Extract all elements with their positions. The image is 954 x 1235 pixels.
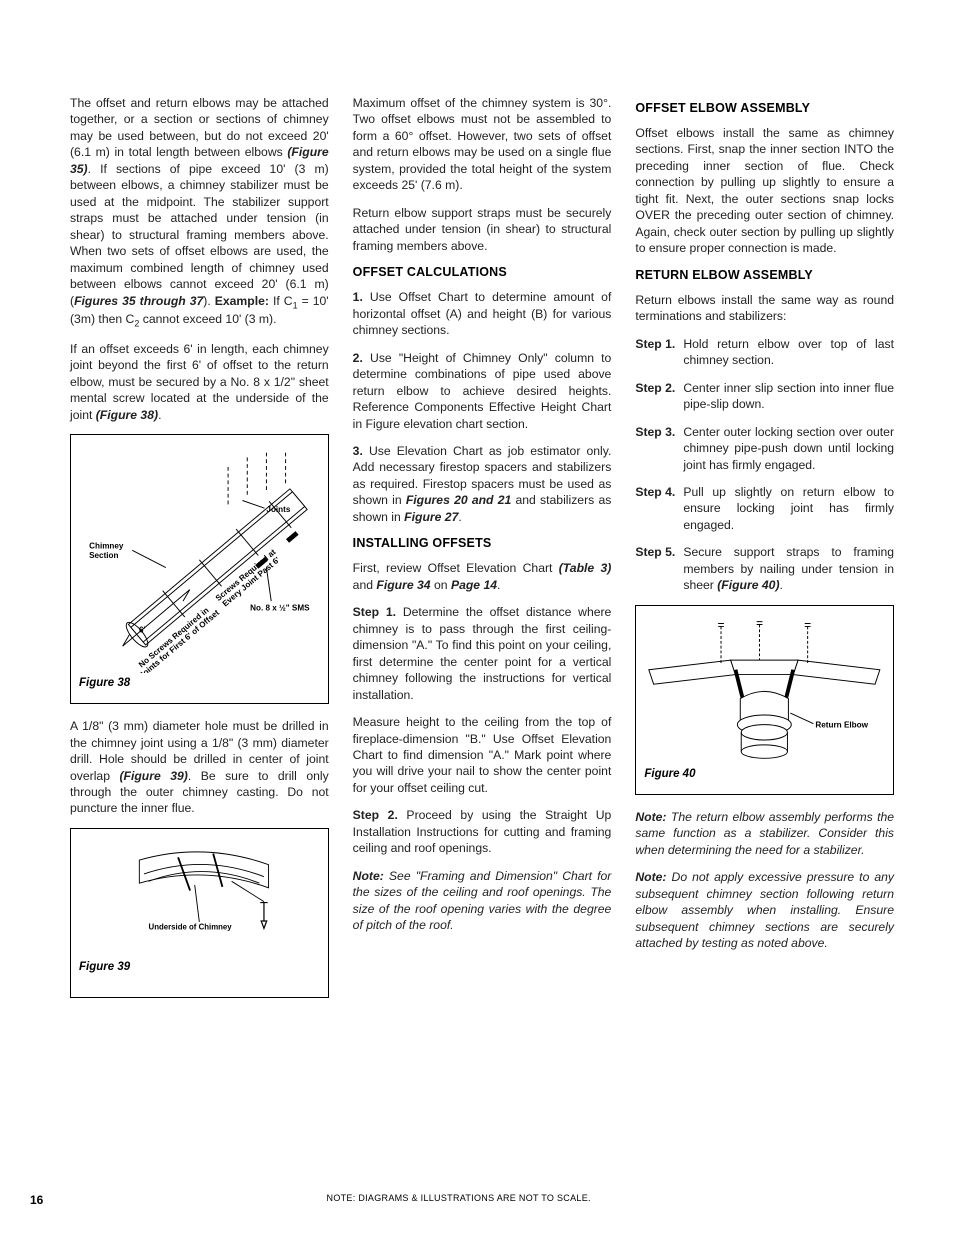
page-footer: 16 NOTE: DIAGRAMS & ILLUSTRATIONS ARE NO… — [0, 1193, 954, 1207]
calc-1: 1. Use Offset Chart to determine amount … — [353, 289, 612, 338]
svg-text:Joints: Joints — [266, 505, 290, 514]
heading-offset-calc: OFFSET CALCULATIONS — [353, 265, 612, 279]
return-step-2: Step 2.Center inner slip section into in… — [635, 380, 894, 413]
footer-note: NOTE: DIAGRAMS & ILLUSTRATIONS ARE NOT T… — [327, 1193, 591, 1207]
svg-text:No. 8 x ½" SMS: No. 8 x ½" SMS — [250, 604, 310, 613]
return-elbow-intro: Return elbows install the same way as ro… — [635, 292, 894, 325]
col1-para3: A 1/8" (3 mm) diameter hole must be dril… — [70, 718, 329, 817]
col1-para2: If an offset exceeds 6' in length, each … — [70, 341, 329, 423]
calc-2: 2. Use "Height of Chimney Only" column t… — [353, 350, 612, 432]
page-columns: The offset and return elbows may be atta… — [70, 95, 894, 1012]
column-3: OFFSET ELBOW ASSEMBLY Offset elbows inst… — [635, 95, 894, 1012]
return-note-2: Note: Do not apply excessive pressure to… — [635, 869, 894, 951]
install-step2: Step 2. Proceed by using the Straight Up… — [353, 807, 612, 856]
figure-38-svg: Joints ChimneySection 6' No. 8 x ½" SMS … — [79, 443, 320, 673]
col2-p1: Maximum offset of the chimney system is … — [353, 95, 612, 194]
svg-text:Return Elbow: Return Elbow — [816, 720, 869, 729]
install-step1: Step 1. Determine the offset distance wh… — [353, 604, 612, 703]
svg-text:ChimneySection: ChimneySection — [89, 542, 124, 561]
figure-39-label: Figure 39 — [79, 961, 320, 973]
figure-38-label: Figure 38 — [79, 677, 320, 689]
offset-elbow-para: Offset elbows install the same as chimne… — [635, 125, 894, 257]
return-step-3: Step 3.Center outer locking section over… — [635, 424, 894, 473]
return-step-5: Step 5.Secure support straps to framing … — [635, 544, 894, 593]
col1-para1: The offset and return elbows may be atta… — [70, 95, 329, 330]
install-intro: First, review Offset Elevation Chart (Ta… — [353, 560, 612, 593]
col2-p2: Return elbow support straps must be secu… — [353, 205, 612, 254]
install-note: Note: See "Framing and Dimension" Chart … — [353, 868, 612, 934]
figure-40-svg: Return Elbow — [644, 614, 885, 764]
return-step-1: Step 1.Hold return elbow over top of las… — [635, 336, 894, 369]
heading-offset-elbow: OFFSET ELBOW ASSEMBLY — [635, 101, 894, 115]
heading-return-elbow: RETURN ELBOW ASSEMBLY — [635, 268, 894, 282]
install-measure: Measure height to the ceiling from the t… — [353, 714, 612, 796]
page-number: 16 — [30, 1193, 43, 1207]
figure-40-label: Figure 40 — [644, 768, 885, 780]
heading-install-offsets: INSTALLING OFFSETS — [353, 536, 612, 550]
figure-40-box: Return Elbow Figure 40 — [635, 605, 894, 795]
figure-38-box: Joints ChimneySection 6' No. 8 x ½" SMS … — [70, 434, 329, 704]
calc-3: 3. Use Elevation Chart as job estimator … — [353, 443, 612, 525]
return-note-1: Note: The return elbow assembly performs… — [635, 809, 894, 858]
figure-39-box: Underside of Chimney Figure 39 — [70, 828, 329, 998]
return-step-4: Step 4.Pull up slightly on return elbow … — [635, 484, 894, 533]
figure-39-svg: Underside of Chimney — [79, 837, 320, 957]
column-2: Maximum offset of the chimney system is … — [353, 95, 612, 1012]
column-1: The offset and return elbows may be atta… — [70, 95, 329, 1012]
svg-text:Underside of Chimney: Underside of Chimney — [149, 922, 233, 931]
svg-text:6': 6' — [139, 626, 146, 635]
